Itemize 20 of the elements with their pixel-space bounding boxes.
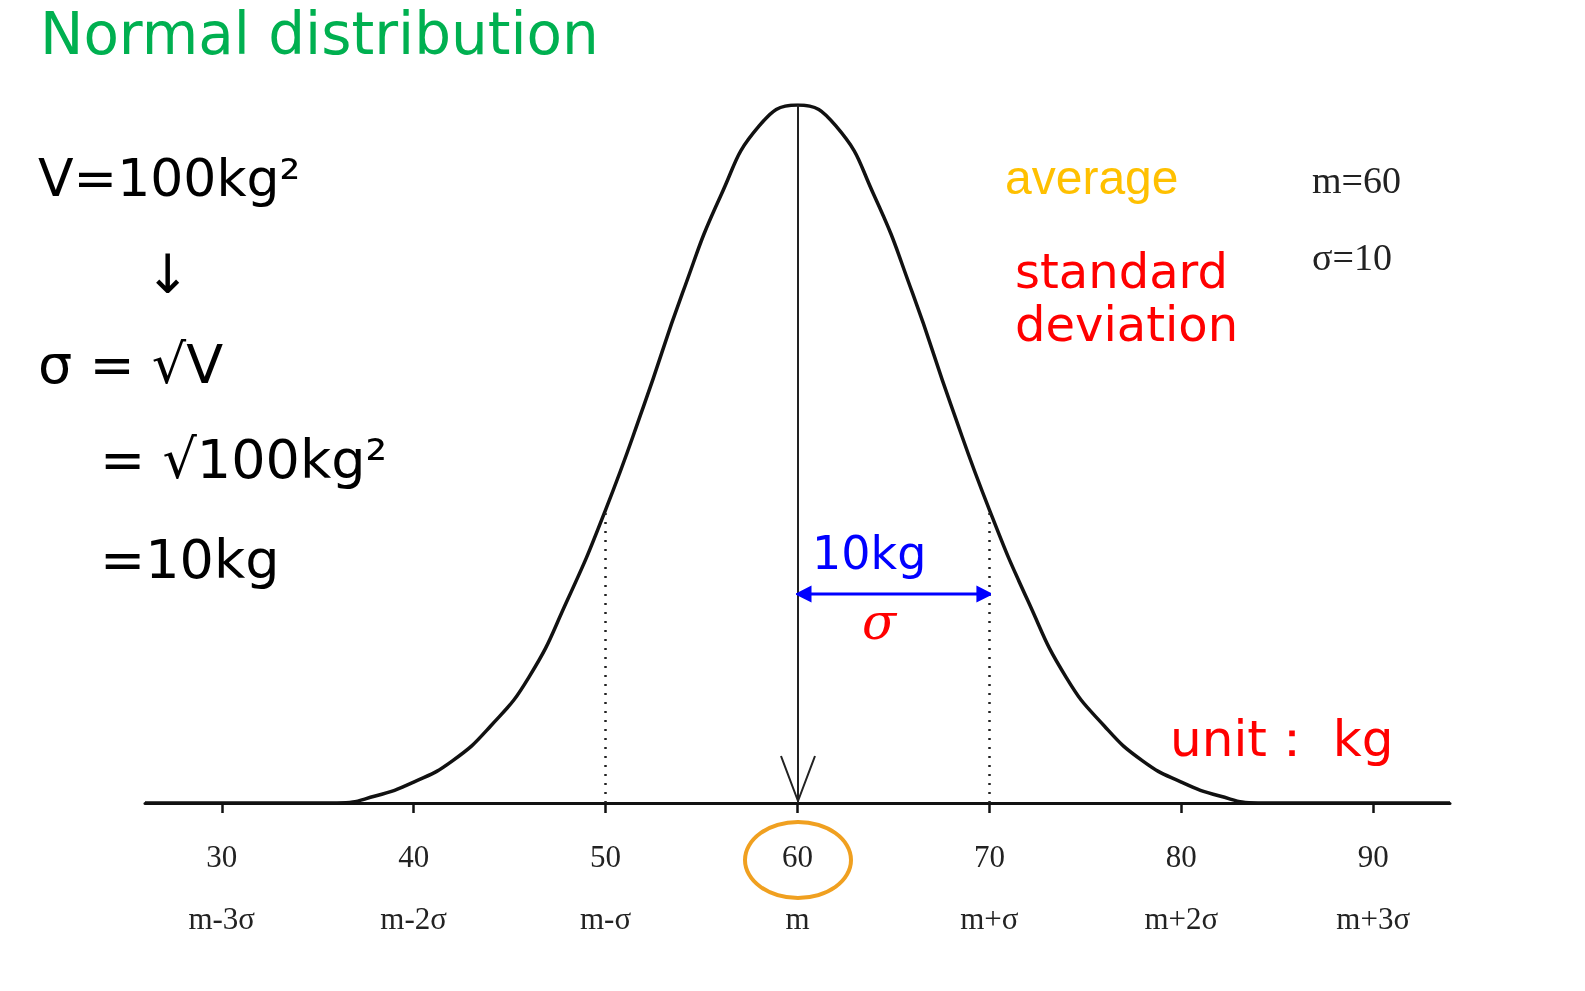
chart-title: Normal distribution bbox=[40, 0, 599, 68]
x-tick-label: 50 m-σ bbox=[580, 838, 632, 936]
x-tick-label: 90 m+3σ bbox=[1336, 838, 1411, 936]
annotation: σ bbox=[862, 593, 897, 651]
x-tick-label: 40 m-2σ bbox=[380, 838, 448, 936]
x-tick-label: 70 m+σ bbox=[960, 838, 1019, 936]
annotation: unit： kg bbox=[1170, 710, 1394, 768]
annotation: =10kg bbox=[100, 528, 280, 591]
annotation: = √100kg² bbox=[100, 428, 388, 491]
annotation: σ=10 bbox=[1312, 236, 1392, 279]
annotation: σ = √V bbox=[38, 333, 224, 396]
annotation: V=100kg² bbox=[38, 148, 301, 208]
x-tick-label: 30 m-3σ bbox=[188, 838, 256, 936]
annotation: ↓ bbox=[145, 243, 191, 306]
annotation: 10kg bbox=[812, 526, 927, 580]
annotation: average bbox=[1005, 151, 1179, 205]
annotation: standard deviation bbox=[1015, 243, 1240, 352]
annotation: m=60 bbox=[1312, 159, 1401, 202]
x-tick-label: 60 m bbox=[782, 838, 813, 936]
x-tick-label: 80 m+2σ bbox=[1144, 838, 1219, 936]
